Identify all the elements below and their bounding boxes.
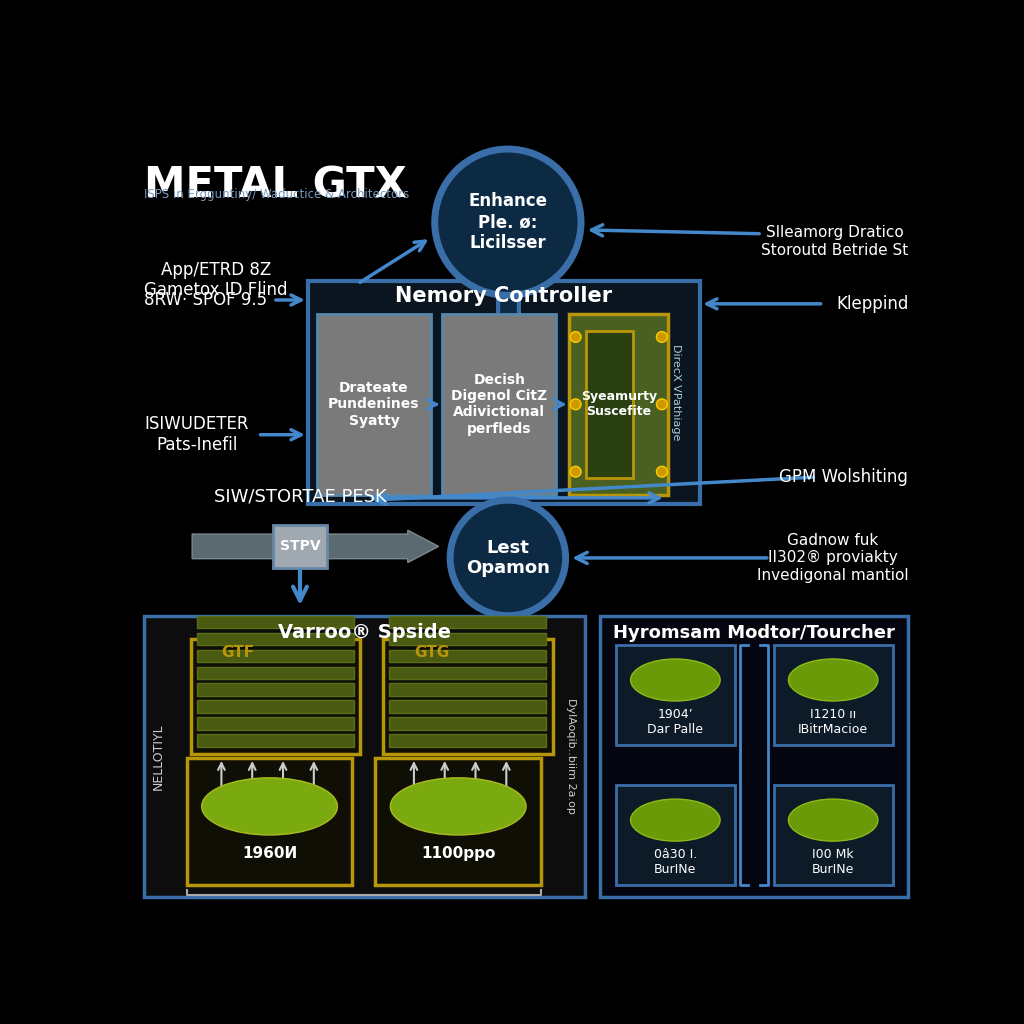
- Text: Kleppind: Kleppind: [836, 295, 908, 312]
- Ellipse shape: [202, 778, 338, 835]
- Bar: [197, 615, 354, 628]
- Bar: [197, 700, 354, 713]
- Ellipse shape: [788, 659, 878, 701]
- Text: DirecX VPathiage: DirecX VPathiage: [671, 344, 681, 440]
- Text: 1100рро: 1100рро: [421, 846, 496, 861]
- Text: STPV: STPV: [280, 540, 321, 553]
- Bar: [383, 639, 553, 755]
- Bar: [197, 649, 354, 662]
- Bar: [773, 645, 893, 745]
- Bar: [197, 718, 354, 730]
- Bar: [389, 633, 547, 645]
- Bar: [190, 639, 360, 755]
- Ellipse shape: [631, 659, 720, 701]
- Text: Hyromsam Modtor/Tourcher: Hyromsam Modtor/Tourcher: [613, 624, 895, 642]
- Ellipse shape: [788, 799, 878, 841]
- Circle shape: [451, 500, 565, 615]
- Bar: [600, 615, 908, 897]
- Bar: [569, 313, 668, 495]
- Text: DylAoqib..biim 2a.op: DylAoqib..biim 2a.op: [566, 698, 575, 814]
- Text: GTG: GTG: [414, 645, 450, 660]
- Bar: [197, 734, 354, 746]
- Circle shape: [656, 399, 668, 410]
- Bar: [186, 758, 352, 885]
- Text: 1960И: 1960И: [242, 846, 297, 861]
- Ellipse shape: [390, 778, 526, 835]
- Bar: [773, 785, 893, 885]
- Text: METAL GTX: METAL GTX: [144, 165, 408, 207]
- Bar: [389, 615, 547, 628]
- Ellipse shape: [631, 799, 720, 841]
- Bar: [442, 313, 556, 495]
- Bar: [615, 645, 735, 745]
- Text: Enhance
Ple. ø:
Licilsser: Enhance Ple. ø: Licilsser: [468, 193, 548, 252]
- Text: Decish
Digenol CitZ
Adivictional
perfleds: Decish Digenol CitZ Adivictional perfled…: [452, 373, 548, 435]
- Text: 0â30 I.
BurINe: 0â30 I. BurINe: [653, 848, 697, 877]
- Bar: [197, 667, 354, 679]
- Text: Lest
Opamon: Lest Opamon: [466, 539, 550, 578]
- Text: GPM Wolshiting: GPM Wolshiting: [779, 468, 908, 486]
- Text: Varroo® Spside: Varroo® Spside: [279, 624, 452, 642]
- Bar: [615, 785, 735, 885]
- Text: SIW/STORTAE PESK: SIW/STORTAE PESK: [214, 487, 386, 505]
- Circle shape: [570, 466, 581, 477]
- Text: 1904’
Dar Palle: 1904’ Dar Palle: [647, 708, 703, 736]
- Text: App/ETRD 8Z
Gametox ID Flind: App/ETRD 8Z Gametox ID Flind: [144, 260, 288, 299]
- Bar: [273, 525, 327, 568]
- FancyArrow shape: [193, 530, 438, 562]
- Bar: [197, 633, 354, 645]
- Bar: [316, 313, 431, 495]
- Bar: [587, 331, 633, 478]
- Text: I00 Mk
BurINe: I00 Mk BurINe: [812, 848, 854, 877]
- Text: Slleamorg Dratico
Storoutd Betride St: Slleamorg Dratico Storoutd Betride St: [761, 225, 908, 258]
- Circle shape: [570, 399, 581, 410]
- Text: 8RW· SPOF 9.5: 8RW· SPOF 9.5: [144, 291, 267, 309]
- Bar: [376, 758, 541, 885]
- Bar: [144, 615, 585, 897]
- Text: Nemory Controller: Nemory Controller: [395, 286, 612, 306]
- Bar: [389, 667, 547, 679]
- Bar: [389, 649, 547, 662]
- Text: Gadnow fuk
II302® proviakty
Invedigonal mantiol: Gadnow fuk II302® proviakty Invedigonal …: [757, 534, 908, 583]
- Bar: [389, 683, 547, 695]
- Text: GTF: GTF: [221, 645, 255, 660]
- Circle shape: [656, 466, 668, 477]
- Text: NELLOTIYL: NELLOTIYL: [152, 723, 165, 790]
- Bar: [197, 683, 354, 695]
- Bar: [389, 734, 547, 746]
- Bar: [389, 718, 547, 730]
- Text: ISIWUDETER
Pats-Inefil: ISIWUDETER Pats-Inefil: [144, 416, 249, 454]
- Text: Drateate
Pundenines
Syatty: Drateate Pundenines Syatty: [328, 381, 420, 427]
- Circle shape: [570, 332, 581, 342]
- Bar: [307, 281, 700, 504]
- Text: I1210 ıı
IBitrMacioe: I1210 ıı IBitrMacioe: [798, 708, 868, 736]
- Circle shape: [656, 332, 668, 342]
- Text: Syeamurty
Suscefite: Syeamurty Suscefite: [581, 390, 656, 419]
- Bar: [389, 700, 547, 713]
- Text: ISPS in Ergguntiny/ Waductice & Architectors: ISPS in Ergguntiny/ Waductice & Architec…: [144, 187, 410, 201]
- Circle shape: [435, 150, 581, 295]
